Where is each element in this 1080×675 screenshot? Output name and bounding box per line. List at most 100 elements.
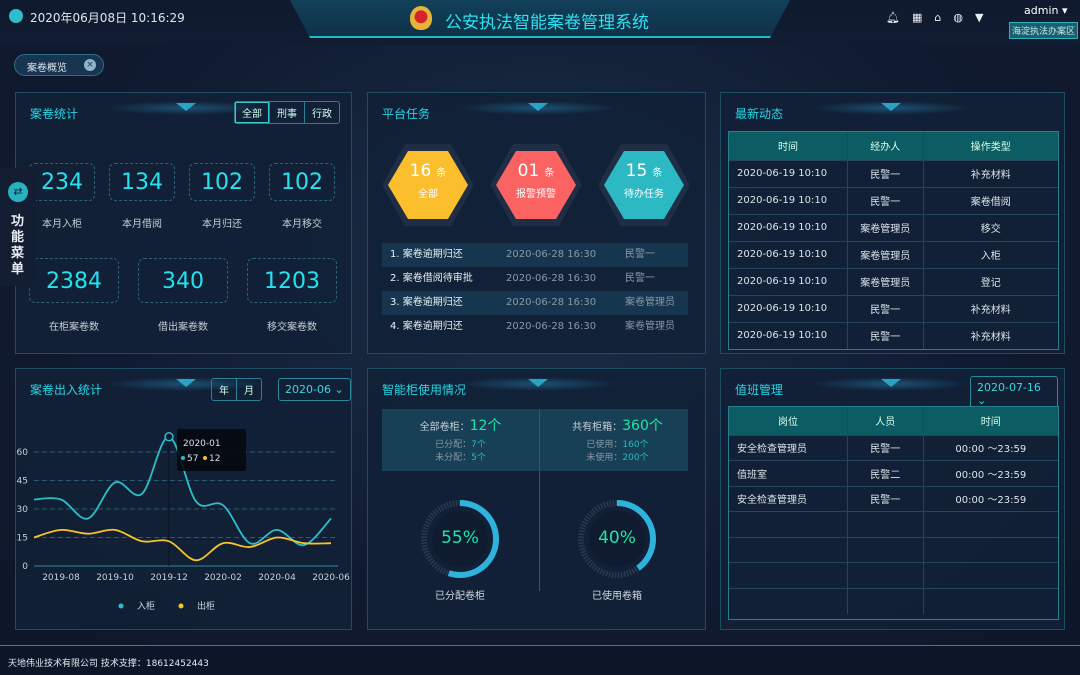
panel-title: 案卷出入统计	[30, 383, 103, 397]
unit: 条	[652, 168, 663, 179]
filter-all[interactable]: 全部	[235, 102, 270, 123]
task-time: 2020-06-28 16:30	[506, 249, 597, 260]
table-cell: 案卷借阅	[922, 186, 1058, 214]
table-cell: 2020-06-19 10:10	[729, 159, 848, 187]
task-time: 2020-06-28 16:30	[506, 297, 597, 308]
task-item[interactable]: 1. 案卷逾期归还 2020-06-28 16:30 民警一	[382, 243, 688, 267]
x-tick-label: 2019-08	[42, 573, 80, 583]
footer: 天地伟业技术有限公司 技术支撑：18612452443	[0, 645, 1080, 675]
tooltip	[177, 429, 246, 471]
title-decoration	[811, 101, 971, 115]
case-stats-panel: 案卷统计 全部 刑事 行政 234 本月入柜 134 本月借阅 102 本月归还 102 本月移交…	[15, 92, 352, 354]
function-menu[interactable]: ⇄ 功能菜单	[0, 168, 36, 286]
table-cell: 登记	[922, 267, 1058, 295]
table-cell: 2020-06-19 10:10	[729, 267, 848, 295]
x-tick-label: 2019-12	[150, 573, 188, 583]
calendar-icon[interactable]: ▦	[911, 11, 923, 24]
footer-text: 天地伟业技术有限公司 技术支撑：18612452443	[8, 659, 209, 669]
table-cell: 民警一	[846, 434, 924, 461]
gauge-fill	[421, 500, 499, 578]
case-type-filter: 全部 刑事 行政	[234, 101, 340, 124]
globe-icon[interactable]: ◍	[953, 11, 963, 24]
x-tick-label: 2020-04	[258, 573, 296, 583]
home-icon[interactable]: ⌂	[934, 11, 942, 24]
gauge-center	[432, 511, 488, 567]
shirt-icon[interactable]: ▼	[974, 11, 984, 24]
column-header: 时间	[922, 407, 1058, 435]
y-tick-label: 60	[17, 448, 29, 458]
gauge-center	[589, 511, 645, 567]
empty-row	[729, 587, 1058, 614]
duty-date-select[interactable]: 2020-07-16 ⌄	[970, 376, 1058, 412]
table-row[interactable]: 2020-06-19 10:10 民警一 案卷借阅	[729, 186, 1058, 214]
table-row[interactable]: 2020-06-19 10:10 案卷管理员 入柜	[729, 240, 1058, 268]
mode-month[interactable]: 月	[244, 386, 254, 397]
column-header: 操作类型	[922, 132, 1058, 160]
stat-value: 7个	[471, 440, 486, 450]
function-menu-label: 功能菜单	[11, 214, 25, 277]
task-item[interactable]: 2. 案卷借阅待审批 2020-06-28 16:30 民警一	[382, 267, 688, 291]
table-cell: 2020-06-19 10:10	[729, 213, 848, 241]
table-row[interactable]: 2020-06-19 10:10 案卷管理员 登记	[729, 267, 1058, 295]
stat-value: 160个	[622, 440, 649, 450]
task-person: 民警一	[625, 249, 655, 260]
filter-criminal[interactable]: 刑事	[270, 102, 305, 123]
y-tick-label: 0	[22, 562, 28, 572]
swap-icon: ⇄	[8, 182, 28, 202]
cabinet-usage-panel: 智能柜使用情况 全部卷柜：12个 已分配：7个 未分配：5个 55% 已分配卷柜 共有柜箱…	[367, 368, 706, 630]
gauge-value: 40%	[598, 528, 636, 548]
bell-icon[interactable]: 🔔︎	[886, 11, 900, 24]
task-name: 3. 案卷逾期归还	[390, 297, 463, 308]
table-row[interactable]: 安全检查管理员 民警一 00:00 ～23:59	[729, 434, 1058, 461]
close-icon[interactable]: ×	[84, 59, 96, 71]
table-cell: 民警一	[846, 321, 924, 349]
table-cell: 民警二	[846, 460, 924, 486]
task-time: 2020-06-28 16:30	[506, 321, 597, 332]
stat-box: 234	[29, 163, 95, 201]
stat-label: 已使用：	[586, 440, 623, 450]
activity-table: 时间 经办人 操作类型 2020-06-19 10:10 民警一 补充材料 2020-06-…	[728, 131, 1059, 350]
panel-title: 值班管理	[735, 383, 784, 397]
filter-admin[interactable]: 行政	[312, 109, 332, 120]
area-badge: 海淀执法办案区	[1009, 22, 1079, 39]
usage-gauge	[578, 500, 656, 578]
table-cell: 民警一	[846, 159, 924, 187]
hover-point	[164, 432, 174, 442]
table-cell: 民警一	[846, 294, 924, 322]
panel-title: 最新动态	[735, 107, 784, 121]
table-row[interactable]: 值班室 民警二 00:00 ～23:59	[729, 460, 1058, 486]
empty-row	[729, 562, 1058, 588]
table-row[interactable]: 安全检查管理员 民警一 00:00 ～23:59	[729, 485, 1058, 512]
tab-case-overview[interactable]: 案卷概览 ×	[14, 54, 104, 76]
legend-label[interactable]: 入柜	[137, 600, 155, 612]
panel-title: 案卷统计	[30, 107, 79, 121]
legend-marker	[178, 603, 184, 609]
stat-label: 在柜案卷数	[49, 322, 99, 333]
legend-label[interactable]: 出柜	[197, 600, 215, 612]
table-row[interactable]: 2020-06-19 10:10 民警一 补充材料	[729, 321, 1058, 349]
stat-value: 200个	[622, 453, 649, 463]
table-row[interactable]: 2020-06-19 10:10 民警一 补充材料	[729, 159, 1058, 187]
task-item[interactable]: 4. 案卷逾期归还 2020-06-28 16:30 案卷管理员	[382, 315, 688, 339]
user-menu[interactable]: admin ▾	[1024, 4, 1068, 17]
x-tick-label: 2020-02	[204, 573, 242, 583]
unit: 条	[544, 168, 555, 179]
platform-tasks-panel: 平台任务 16 条全部 01 条报警预警 15 条待办任务 1. 案卷逾期归还 2020-0…	[367, 92, 706, 354]
month-select[interactable]: 2020-06 ⌄	[278, 378, 351, 401]
empty-row	[729, 536, 1058, 563]
stat-box: 102	[269, 163, 335, 201]
table-cell: 补充材料	[922, 321, 1058, 349]
table-row[interactable]: 2020-06-19 10:10 案卷管理员 移交	[729, 213, 1058, 241]
series-line-1	[33, 528, 332, 562]
mode-year[interactable]: 年	[212, 379, 237, 400]
police-emblem-icon	[410, 6, 432, 30]
task-time: 2020-06-28 16:30	[506, 273, 597, 284]
task-counter[interactable]: 16 条全部	[388, 151, 468, 219]
title-decoration	[458, 101, 618, 115]
table-row[interactable]: 2020-06-19 10:10 民警一 补充材料	[729, 294, 1058, 322]
task-item[interactable]: 3. 案卷逾期归还 2020-06-28 16:30 案卷管理员	[382, 291, 688, 315]
month-value: 2020-06	[285, 383, 331, 396]
empty-row	[729, 511, 1058, 537]
task-name: 4. 案卷逾期归还	[390, 321, 463, 332]
stat-label: 本月归还	[202, 219, 242, 230]
